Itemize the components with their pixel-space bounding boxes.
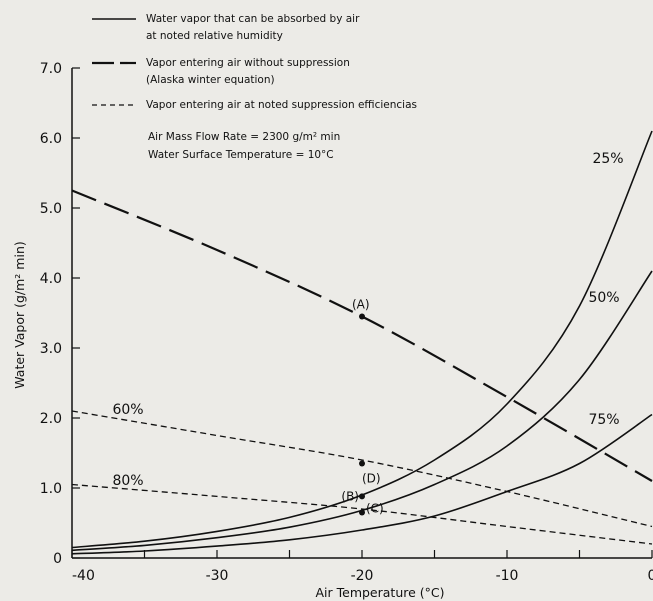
x-tick-label: -10 xyxy=(496,568,519,584)
point-b xyxy=(359,493,365,500)
curve-60pct xyxy=(71,410,653,528)
data-points: (A) (D)(B) (C) xyxy=(341,298,384,516)
point-label: (C) xyxy=(366,502,384,516)
curve-label-50pct: 50% xyxy=(588,290,619,306)
annotation-text: Air Mass Flow Rate = 2300 g/m² min xyxy=(148,131,340,143)
point-label: (D) xyxy=(362,472,381,486)
curve-label-75pct: 75% xyxy=(588,412,619,428)
point-c xyxy=(359,509,365,516)
legend-text: at noted relative humidity xyxy=(146,30,283,42)
curve-25pct xyxy=(71,130,653,549)
annotation-text: Water Surface Temperature = 10°C xyxy=(148,149,334,161)
x-tick-label: 0 xyxy=(648,568,653,584)
y-tick-label: 6.0 xyxy=(40,131,62,147)
point-label: (A) xyxy=(352,298,370,312)
x-tick-label: -20 xyxy=(351,568,374,584)
curve-label-80pct: 80% xyxy=(112,473,143,489)
legend-text: Vapor entering air at noted suppression … xyxy=(146,99,417,111)
y-tick-label: 2.0 xyxy=(40,411,62,427)
curve-80pct xyxy=(71,483,653,545)
curve-75pct xyxy=(71,413,653,555)
annotations: Air Mass Flow Rate = 2300 g/m² min Water … xyxy=(148,131,340,161)
curve-long-dash xyxy=(71,189,653,482)
y-axis-label: Water Vapor (g/m² min) xyxy=(12,241,27,389)
legend: Water vapor that can be absorbed by air a… xyxy=(92,13,417,111)
curves: 25% 50% 75% 60% 80% xyxy=(71,130,653,555)
legend-text: Vapor entering air without suppression xyxy=(146,57,350,69)
point-a xyxy=(359,313,365,320)
x-axis-label: Air Temperature (°C) xyxy=(315,585,444,600)
x-tick-label: -30 xyxy=(206,568,229,584)
curve-label-25pct: 25% xyxy=(592,151,623,167)
y-tick-label: 3.0 xyxy=(40,341,62,357)
y-tick-label: 4.0 xyxy=(40,271,62,287)
legend-text: Water vapor that can be absorbed by air xyxy=(146,13,360,25)
tick-labels: -40 -30 -20 -10 0 0 1.0 2.0 3.0 4.0 5.0 6.0 7.0 xyxy=(40,61,653,584)
legend-text: (Alaska winter equation) xyxy=(146,74,275,86)
y-tick-label: 1.0 xyxy=(40,481,62,497)
point-d xyxy=(359,460,365,467)
y-tick-label: 7.0 xyxy=(40,61,62,77)
y-tick-label: 5.0 xyxy=(40,201,62,217)
curve-label-60pct: 60% xyxy=(112,402,143,418)
x-tick-label: -40 xyxy=(72,568,95,584)
y-tick-label: 0 xyxy=(53,551,62,567)
curve-50pct xyxy=(71,270,653,552)
point-label: (B) xyxy=(341,489,359,503)
